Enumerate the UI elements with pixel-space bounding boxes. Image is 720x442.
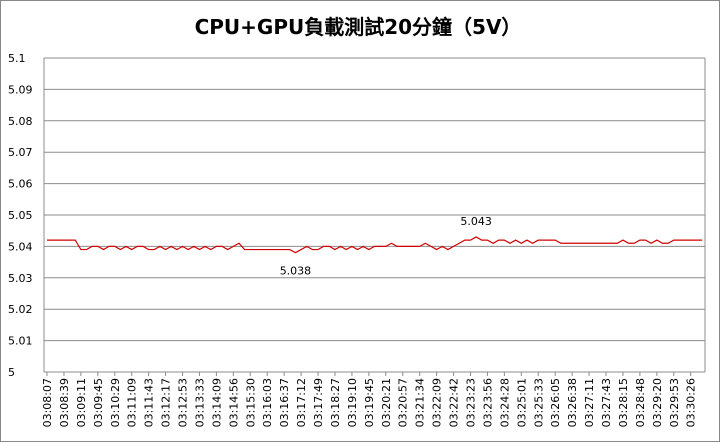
x-tick-label: 03:24:28 [498,378,511,427]
x-tick-label: 03:17:49 [312,378,325,427]
x-tick-label: 03:11:09 [126,378,139,427]
x-tick-label: 03:29:53 [668,378,681,427]
x-tick-label: 03:09:45 [92,378,105,427]
x-tick-label: 03:08:39 [58,378,71,427]
x-tick-label: 03:29:20 [651,378,664,427]
y-tick-label: 5.03 [8,272,33,285]
y-tick-label: 5.07 [8,146,33,159]
x-tick-label: 03:22:42 [448,378,461,427]
x-tick-label: 03:12:17 [160,378,173,427]
data-line [47,236,702,254]
x-tick-label: 03:13:33 [193,378,206,427]
x-tick-label: 03:14:09 [210,378,223,427]
y-tick-label: 5.04 [8,240,33,253]
x-tick-label: 03:16:03 [261,378,274,427]
x-tick-label: 03:26:05 [549,378,562,427]
x-tick-label: 03:19:10 [346,378,359,427]
x-tick-label: 03:10:29 [109,378,122,427]
x-tick-label: 03:14:56 [227,378,240,427]
x-tick-label: 03:28:48 [634,378,647,427]
y-tick-label: 5 [8,366,15,379]
x-tick-label: 03:09:11 [75,378,88,427]
x-tick-label: 03:11:43 [143,378,156,427]
annotation: 5.038 [280,265,312,278]
annotation: 5.043 [460,215,492,228]
x-tick-label: 03:23:23 [464,378,477,427]
y-tick-label: 5.08 [8,115,33,128]
x-tick-label: 03:08:07 [41,378,54,427]
chart-title: CPU+GPU負載測試20分鐘（5V） [195,15,522,39]
y-tick-label: 5.09 [8,83,33,96]
x-tick-label: 03:26:38 [566,378,579,427]
x-tick-label: 03:20:57 [397,378,410,427]
x-tick-label: 03:27:43 [600,378,613,427]
x-tick-label: 03:17:12 [295,378,308,427]
x-tick-label: 03:20:21 [380,378,393,427]
x-tick-label: 03:21:34 [414,378,427,427]
y-tick-label: 5.1 [8,52,26,65]
x-tick-label: 03:16:37 [278,378,291,427]
y-tick-label: 5.02 [8,303,33,316]
x-tick-label: 03:22:09 [431,378,444,427]
x-tick-label: 03:25:33 [532,378,545,427]
x-tick-label: 03:27:11 [583,378,596,427]
y-tick-label: 5.06 [8,178,33,191]
x-tick-label: 03:28:15 [617,378,630,427]
x-tick-label: 03:25:01 [515,378,528,427]
x-tick-label: 03:23:56 [481,378,494,427]
x-tick-label: 03:19:45 [363,378,376,427]
x-tick-label: 03:30:26 [685,378,698,427]
x-tick-label: 03:18:27 [329,378,342,427]
x-tick-label: 03:15:30 [244,378,257,427]
y-tick-label: 5.05 [8,209,33,222]
y-tick-label: 5.01 [8,335,33,348]
x-tick-label: 03:12:53 [177,378,190,427]
